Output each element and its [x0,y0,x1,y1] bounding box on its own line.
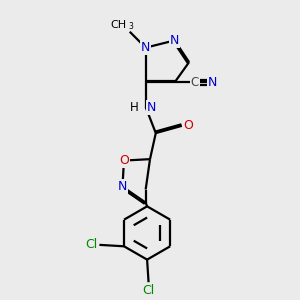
Text: N: N [118,180,127,193]
Text: N: N [170,34,179,47]
Text: O: O [183,119,193,132]
Text: C: C [191,76,199,89]
Text: Cl: Cl [142,284,155,297]
Text: 3: 3 [129,22,134,31]
Text: H: H [130,100,138,113]
Text: Cl: Cl [85,238,98,251]
Text: N: N [208,76,218,89]
Text: N: N [141,41,150,54]
Text: CH: CH [110,20,126,30]
Text: O: O [119,154,129,167]
Text: N: N [147,100,157,113]
